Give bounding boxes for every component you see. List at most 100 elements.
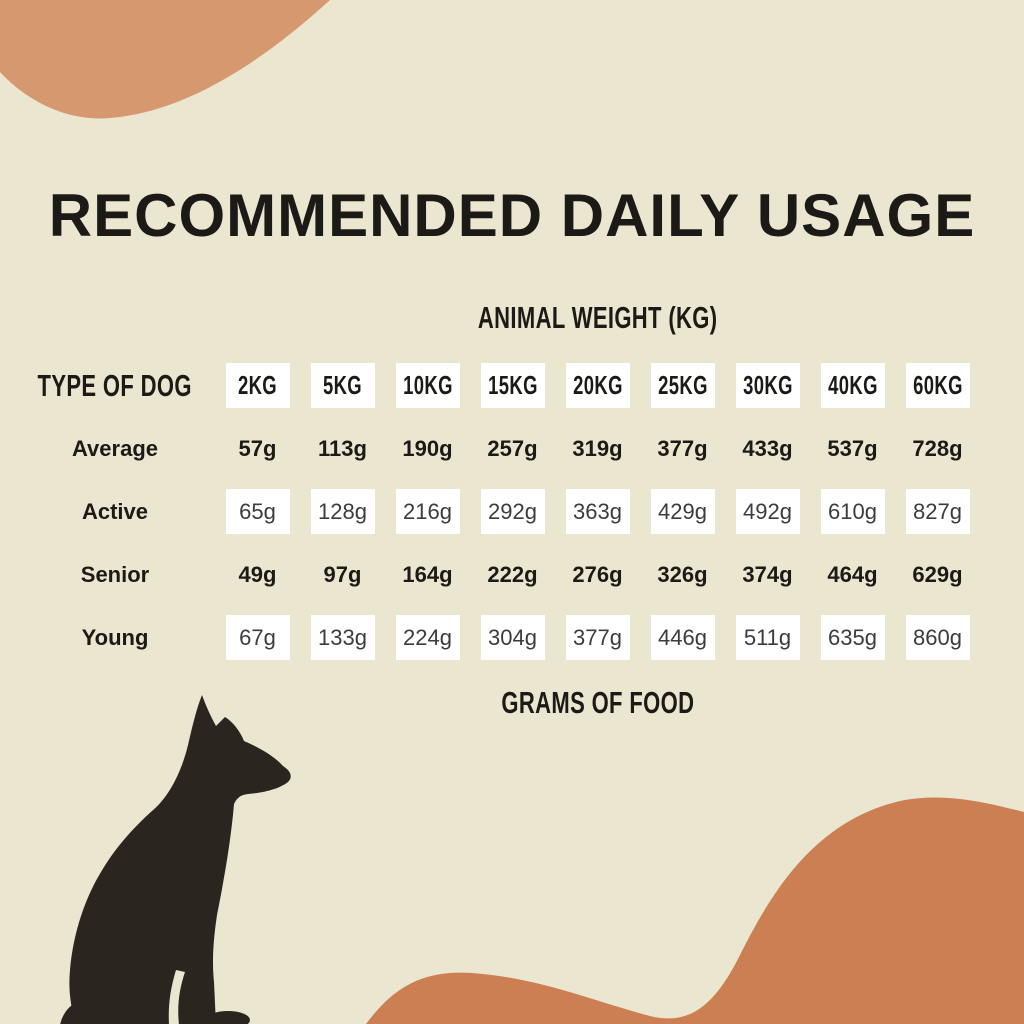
table-row: Active 65g 128g 216g 292g 363g 429g 492g 610g 827… [15, 489, 980, 534]
column-header-box: 15KG [480, 363, 545, 408]
column-header-box: 10KG [395, 363, 460, 408]
value-text: 429g [658, 498, 707, 524]
value-cell: 860g [895, 615, 980, 660]
value-cell: 133g [300, 615, 385, 660]
column-header-cell: 10KG [385, 363, 470, 408]
value-box: 610g [820, 489, 885, 534]
value-cell: 374g [725, 562, 810, 588]
value-cell: 377g [640, 436, 725, 462]
value-box: 492g [735, 489, 800, 534]
value-cell: 319g [555, 436, 640, 462]
value-box: 827g [905, 489, 970, 534]
value-text: 827g [913, 498, 962, 524]
value-text: 67g [239, 624, 276, 650]
column-header-cell: 2KG [215, 363, 300, 408]
value-box: 65g [225, 489, 290, 534]
page-title: RECOMMENDED DAILY USAGE [48, 182, 976, 249]
column-header-text: 10KG [402, 370, 453, 400]
column-header-text: 5KG [322, 370, 363, 400]
value-text: 377g [657, 435, 708, 461]
row-label: Senior [15, 562, 215, 588]
value-text: 128g [318, 498, 367, 524]
column-header-text: 2KG [237, 370, 278, 400]
value-cell: 629g [895, 562, 980, 588]
value-cell: 222g [470, 562, 555, 588]
value-text: 374g [742, 561, 793, 587]
column-header-text: 40KG [827, 370, 878, 400]
value-cell: 257g [470, 436, 555, 462]
column-header-text: 25KG [657, 370, 708, 400]
value-text: 216g [403, 498, 452, 524]
value-text: 326g [657, 561, 708, 587]
value-text: 511g [743, 624, 792, 650]
value-box: 67g [225, 615, 290, 660]
value-box: 133g [310, 615, 375, 660]
value-text: 860g [913, 624, 962, 650]
value-cell: 492g [725, 489, 810, 534]
row-label-text: Senior [80, 561, 150, 587]
row-label-text: Average [71, 435, 158, 461]
value-box: 377g [565, 615, 630, 660]
column-header-text: 30KG [742, 370, 793, 400]
row-group-label-text: TYPE OF DOG [37, 367, 193, 403]
value-text: 433g [742, 435, 793, 461]
column-header-cell: 30KG [725, 363, 810, 408]
row-label-text: Young [81, 624, 149, 650]
unit-footer-label-text: GRAMS OF FOOD [501, 685, 694, 720]
row-label: Average [15, 436, 215, 462]
value-box: 511g [735, 615, 800, 660]
column-header-box: 30KG [735, 363, 800, 408]
value-cell: 224g [385, 615, 470, 660]
value-cell: 113g [300, 436, 385, 462]
row-label: Active [15, 499, 215, 525]
column-header-box: 20KG [565, 363, 630, 408]
value-box: 363g [565, 489, 630, 534]
value-box: 292g [480, 489, 545, 534]
value-cell: 429g [640, 489, 725, 534]
column-header-cell: 60KG [895, 363, 980, 408]
column-group-label-text: ANIMAL WEIGHT (KG) [477, 300, 718, 335]
value-text: 292g [488, 498, 537, 524]
table-row: Average 57g 113g 190g 257g 319g 377g 433g 537g 72… [15, 426, 980, 471]
value-cell: 276g [555, 562, 640, 588]
value-text: 65g [239, 498, 276, 524]
value-text: 57g [238, 435, 277, 461]
value-text: 190g [402, 435, 453, 461]
value-text: 319g [572, 435, 623, 461]
value-box: 429g [650, 489, 715, 534]
value-box: 635g [820, 615, 885, 660]
value-cell: 128g [300, 489, 385, 534]
corner-blob-bottom-right [366, 797, 1024, 1024]
column-header-text: 15KG [487, 370, 538, 400]
value-text: 113g [318, 435, 367, 461]
column-header-cell: 40KG [810, 363, 895, 408]
value-text: 97g [323, 561, 362, 587]
column-header-box: 40KG [820, 363, 885, 408]
column-header-text: 20KG [572, 370, 623, 400]
value-text: 224g [403, 624, 452, 650]
value-cell: 164g [385, 562, 470, 588]
column-header-cell: 5KG [300, 363, 385, 408]
column-header-box: 60KG [905, 363, 970, 408]
value-cell: 216g [385, 489, 470, 534]
value-text: 133g [318, 624, 367, 650]
unit-footer-label: GRAMS OF FOOD [215, 683, 980, 723]
value-cell: 97g [300, 562, 385, 588]
value-box: 216g [395, 489, 460, 534]
row-label-text: Active [81, 498, 149, 524]
value-cell: 65g [215, 489, 300, 534]
value-text: 728g [912, 435, 963, 461]
column-header-box: 5KG [310, 363, 375, 408]
value-cell: 190g [385, 436, 470, 462]
column-header-box: 25KG [650, 363, 715, 408]
value-cell: 446g [640, 615, 725, 660]
value-cell: 377g [555, 615, 640, 660]
value-cell: 537g [810, 436, 895, 462]
value-cell: 827g [895, 489, 980, 534]
table-header-row: TYPE OF DOG 2KG 5KG 10KG 15KG 20KG 25KG 30KG 40K… [15, 363, 980, 408]
value-text: 363g [573, 498, 622, 524]
value-box: 128g [310, 489, 375, 534]
value-cell: 67g [215, 615, 300, 660]
value-cell: 363g [555, 489, 640, 534]
